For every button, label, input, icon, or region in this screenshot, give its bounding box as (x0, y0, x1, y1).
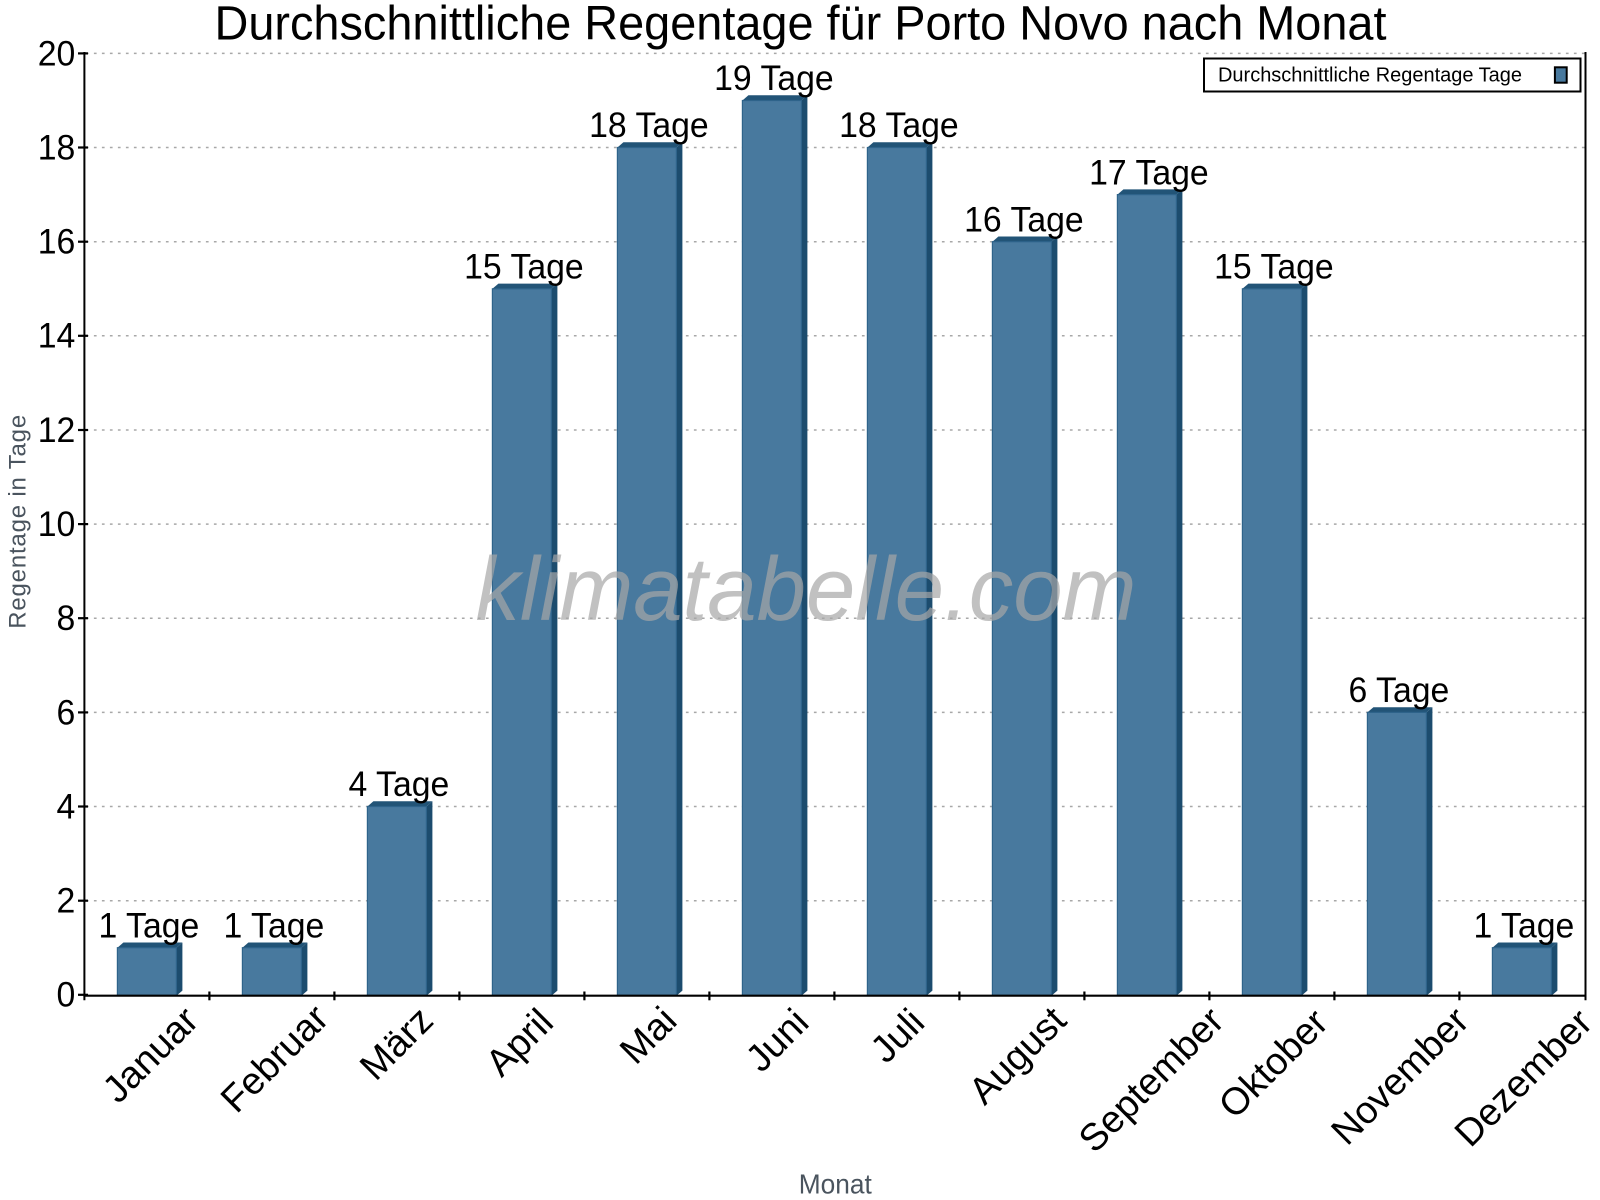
svg-text:Regentage in Tage: Regentage in Tage (5, 415, 32, 629)
svg-text:18: 18 (38, 128, 76, 167)
svg-text:0: 0 (57, 976, 76, 1015)
svg-text:20: 20 (38, 34, 76, 73)
svg-text:1 Tage: 1 Tage (99, 906, 200, 945)
svg-text:15 Tage: 15 Tage (1214, 247, 1334, 286)
svg-text:14: 14 (38, 317, 76, 356)
svg-text:1 Tage: 1 Tage (1474, 906, 1575, 945)
svg-text:16: 16 (38, 223, 76, 262)
svg-text:8: 8 (57, 599, 76, 638)
svg-text:18 Tage: 18 Tage (839, 106, 959, 145)
svg-text:17 Tage: 17 Tage (1089, 153, 1209, 192)
svg-text:10: 10 (38, 505, 76, 544)
svg-text:Monat: Monat (799, 1169, 872, 1200)
svg-text:Durchschnittliche Regentage Ta: Durchschnittliche Regentage Tage (1218, 65, 1522, 87)
svg-text:19 Tage: 19 Tage (714, 59, 834, 98)
svg-text:4: 4 (57, 787, 76, 826)
svg-text:1 Tage: 1 Tage (224, 906, 325, 945)
svg-text:16 Tage: 16 Tage (964, 200, 1084, 239)
svg-text:2: 2 (57, 882, 76, 921)
svg-text:18 Tage: 18 Tage (589, 106, 709, 145)
svg-text:klimatabelle.com: klimatabelle.com (476, 540, 1137, 640)
svg-text:6 Tage: 6 Tage (1349, 671, 1450, 710)
svg-text:Durchschnittliche Regentage fü: Durchschnittliche Regentage für Porto No… (215, 0, 1387, 51)
svg-text:4 Tage: 4 Tage (349, 765, 450, 804)
svg-text:12: 12 (38, 411, 76, 450)
svg-text:6: 6 (57, 693, 76, 732)
svg-text:15 Tage: 15 Tage (464, 247, 584, 286)
